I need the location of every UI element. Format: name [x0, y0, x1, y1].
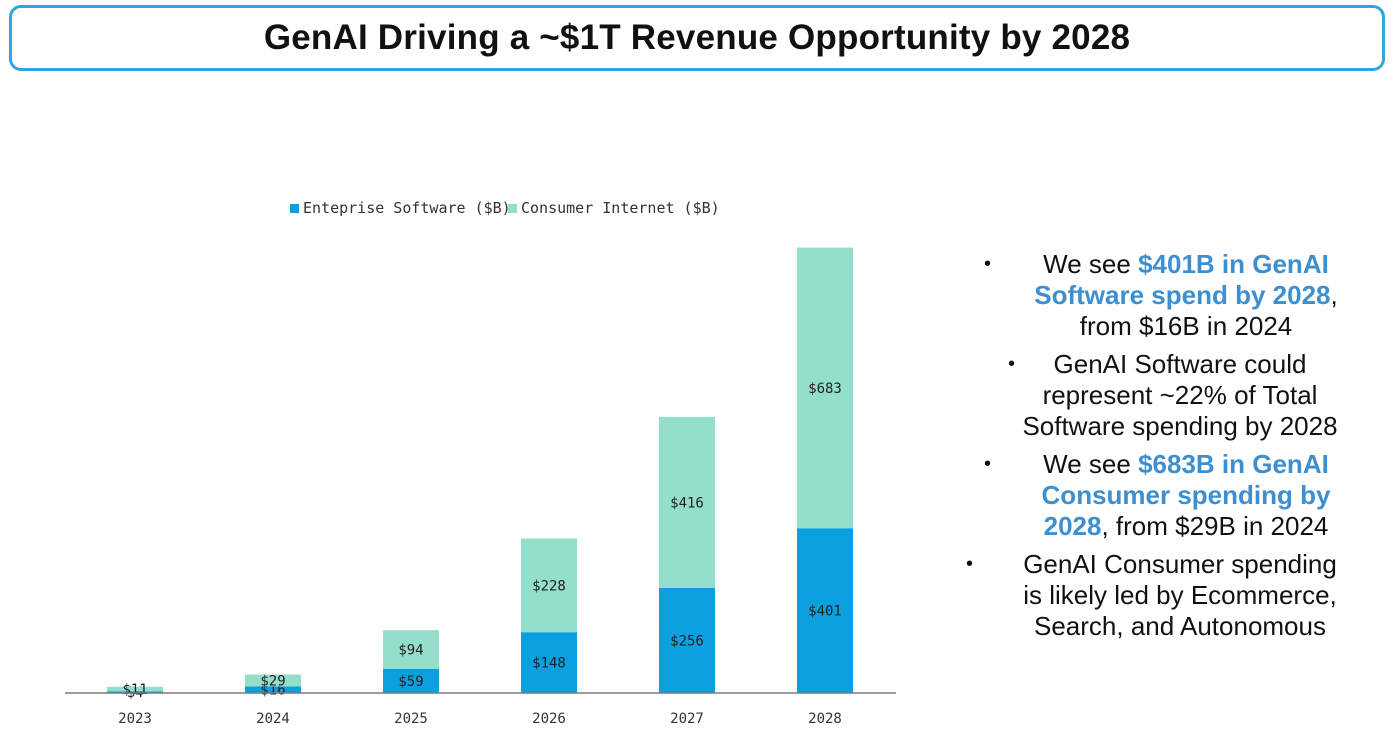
bar-2023-series-2: [107, 686, 163, 692]
data-label-2025-series-1: $59: [398, 674, 423, 690]
commentary-bullets: • We see $401B in GenAI Software spend b…: [960, 249, 1380, 649]
bullet-dot: •: [966, 553, 974, 575]
bullet-2: • GenAI Software could represent ~22% of…: [960, 349, 1380, 442]
legend-swatch-2: [508, 204, 517, 213]
title-box: GenAI Driving a ~$1T Revenue Opportunity…: [9, 5, 1385, 71]
bar-2025-series-2: [383, 630, 439, 669]
x-tick-2023: 2023: [118, 711, 152, 727]
x-tick-2028: 2028: [808, 711, 842, 727]
stacked-bar-chart: Enteprise Software ($B) Consumer Internet…: [65, 199, 896, 727]
bullet-1-text-a: We see: [1043, 249, 1139, 279]
bar-2027-series-2: [659, 416, 715, 588]
bullet-2-line-1: GenAI Software could: [1053, 349, 1307, 379]
bullet-dot: •: [984, 453, 992, 475]
bullet-1-highlight-b: Software spend by 2028: [1034, 280, 1331, 310]
data-label-2023-series-2: $11: [122, 682, 147, 698]
bullet-3: • We see $683B in GenAI Consumer spendin…: [960, 449, 1380, 542]
data-label-2024-series-1: $16: [260, 683, 285, 699]
bar-2023-series-1: [107, 691, 163, 693]
bullet-3-text-b: , from $29B in 2024: [1101, 511, 1329, 541]
data-label-2028-series-1: $401: [808, 604, 842, 620]
bar-2025-series-1: [383, 668, 439, 693]
bullet-2-line-3: Software spending by 2028: [1022, 411, 1338, 441]
bullet-1: • We see $401B in GenAI Software spend b…: [960, 249, 1380, 342]
bullet-2-line-2: represent ~22% of Total: [1042, 380, 1318, 410]
bullet-3-text-a: We see: [1043, 449, 1139, 479]
bullet-3-highlight-c: 2028: [1043, 511, 1102, 541]
bullet-4-line-1: GenAI Consumer spending: [1023, 549, 1337, 579]
page-title: GenAI Driving a ~$1T Revenue Opportunity…: [263, 18, 1131, 57]
bar-2024-series-1: [245, 686, 301, 693]
bullet-dot: •: [984, 253, 992, 275]
x-tick-2024: 2024: [256, 711, 290, 727]
bullet-4: • GenAI Consumer spending is likely led …: [960, 549, 1380, 642]
legend-label-1: Enteprise Software ($B): [303, 199, 511, 217]
legend-swatch-1: [290, 204, 299, 213]
bullet-1-text-b: ,: [1330, 280, 1338, 310]
bar-2026-series-2: [521, 538, 577, 633]
bullet-1-highlight-a: $401B in GenAI: [1138, 249, 1329, 279]
bullet-dot: •: [1008, 353, 1016, 375]
bullet-4-line-3: Search, and Autonomous: [1034, 611, 1326, 641]
bar-2028-series-2: [797, 247, 853, 529]
bar-2027-series-1: [659, 587, 715, 693]
bullet-3-highlight-b: Consumer spending by: [1041, 480, 1331, 510]
data-label-2027-series-2: $416: [670, 495, 704, 511]
bullet-1-text-c: from $16B in 2024: [1079, 311, 1293, 341]
data-label-2024-series-2: $29: [260, 673, 285, 689]
x-axis-ticks: 2023 2024 2025 2026 2027 2028: [118, 711, 842, 727]
chart-legend: Enteprise Software ($B) Consumer Internet…: [290, 199, 720, 217]
data-label-2026-series-2: $228: [532, 578, 566, 594]
x-tick-2025: 2025: [394, 711, 428, 727]
chart-bars: $4$11$16$29$59$94$148$228$256$416$401$68…: [107, 247, 853, 701]
bar-2028-series-1: [797, 528, 853, 693]
x-tick-2027: 2027: [670, 711, 704, 727]
data-label-2028-series-2: $683: [808, 381, 842, 397]
data-label-2027-series-1: $256: [670, 633, 704, 649]
data-label-2026-series-1: $148: [532, 656, 566, 672]
bullet-4-line-2: is likely led by Ecommerce,: [1023, 580, 1337, 610]
legend-label-2: Consumer Internet ($B): [521, 199, 720, 217]
x-tick-2026: 2026: [532, 711, 566, 727]
data-label-2025-series-2: $94: [398, 642, 423, 658]
bar-2026-series-1: [521, 632, 577, 693]
bar-2024-series-2: [245, 674, 301, 687]
bullet-3-highlight-a: $683B in GenAI: [1138, 449, 1329, 479]
